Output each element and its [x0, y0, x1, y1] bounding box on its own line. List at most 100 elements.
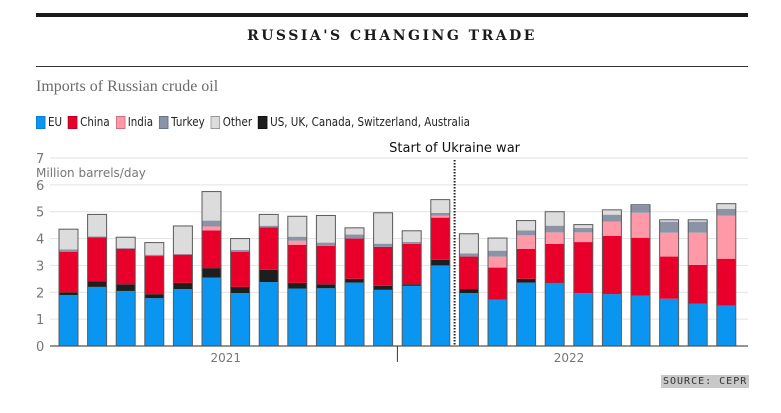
bar-segment-eu: [659, 298, 679, 346]
bar-segment-turkey: [516, 230, 536, 236]
bar-segment-other: [287, 216, 307, 237]
bar-stack: [172, 225, 193, 347]
bar-segment-china: [316, 245, 336, 285]
bar-segment-china: [459, 256, 479, 290]
bar-segment-india: [659, 232, 679, 257]
bar-segment-turkey: [430, 212, 450, 216]
bar-stack: [401, 230, 422, 347]
year-label: 2022: [554, 351, 585, 365]
divider: [36, 66, 748, 67]
bar-segment-china: [116, 248, 136, 285]
bar-segment-china: [402, 243, 422, 285]
bar-segment-turkey: [631, 205, 650, 213]
legend-label-china: China: [80, 115, 110, 129]
bars: [58, 191, 737, 347]
legend-swatch-other: [210, 115, 221, 129]
bar-stack: [601, 209, 622, 347]
bar-segment-turkey: [373, 243, 393, 247]
bar-segment-us-uk-canada-switzerland-australia: [345, 278, 364, 283]
bar-segment-eu: [573, 293, 593, 346]
y-tick-label: 5: [36, 206, 44, 221]
bar-stack: [630, 204, 651, 347]
legend-swatch-india: [115, 115, 126, 129]
bar-segment-turkey: [402, 241, 422, 244]
bar-segment-turkey: [573, 227, 593, 233]
legend-swatch-china: [68, 115, 78, 129]
bar-segment-other: [173, 225, 193, 254]
bar-stack: [287, 215, 308, 347]
bar-segment-other: [459, 233, 479, 254]
legend-label-us-uk: US, UK, Canada, Switzerland, Australia: [270, 115, 470, 129]
bar-segment-china: [688, 264, 708, 304]
legend-label-eu: EU: [48, 115, 63, 129]
bar-segment-us-uk-canada-switzerland-australia: [116, 284, 136, 291]
bar-segment-eu: [116, 290, 136, 346]
page-title: RUSSIA'S CHANGING TRADE: [247, 28, 537, 44]
bar-segment-other: [230, 238, 250, 250]
y-tick-label: 1: [36, 313, 44, 328]
bar-segment-eu: [373, 289, 393, 346]
bar-stack: [87, 213, 108, 347]
legend-swatch-eu: [36, 115, 46, 129]
bar-segment-eu: [631, 295, 650, 346]
legend-label-turkey: Turkey: [171, 115, 205, 129]
bar-segment-other: [516, 220, 536, 231]
bar-segment-other: [87, 214, 107, 237]
bar-segment-turkey: [230, 249, 250, 252]
source-label: SOURCE: CEPR: [661, 375, 750, 388]
bar-segment-other: [202, 191, 221, 221]
bar-stack: [144, 242, 165, 347]
bar-stack: [659, 219, 680, 347]
bar-segment-turkey: [316, 242, 336, 246]
bar-segment-other: [316, 215, 336, 243]
legend-item-eu: EU: [36, 115, 62, 129]
bar-segment-us-uk-canada-switzerland-australia: [545, 282, 565, 284]
legend: EU China India Turkey Other US, UK, Cana…: [36, 115, 476, 129]
bar-segment-eu: [716, 305, 736, 346]
bar-segment-turkey: [59, 249, 78, 252]
bar-stack: [373, 212, 394, 347]
bar-segment-china: [659, 256, 679, 299]
bar-segment-eu: [259, 282, 279, 346]
bar-segment-eu: [316, 288, 336, 346]
bar-segment-turkey: [602, 214, 622, 222]
bar-stack: [687, 219, 708, 347]
bar-segment-other: [545, 211, 565, 226]
bar-stack: [544, 211, 565, 347]
bar-segment-india: [688, 232, 708, 265]
y-axis-label: Million barrels/day: [36, 166, 146, 180]
bar-segment-turkey: [716, 208, 736, 216]
bar-segment-other: [144, 242, 164, 255]
bar-segment-other: [659, 219, 679, 222]
legend-item-turkey: Turkey: [159, 115, 205, 129]
bar-segment-other: [59, 229, 78, 250]
bar-segment-china: [430, 217, 450, 260]
legend-label-india: India: [127, 115, 154, 129]
bar-segment-other: [488, 238, 507, 251]
bar-segment-turkey: [545, 225, 565, 233]
bar-segment-china: [573, 242, 593, 294]
legend-swatch-us-uk: [258, 115, 268, 129]
bar-segment-other: [345, 227, 364, 235]
x-axis: 2021 2022: [50, 345, 748, 365]
bar-segment-turkey: [116, 247, 136, 249]
bar-segment-eu: [87, 286, 107, 346]
legend-item-us-uk-canada-switzerland-australia: US, UK, Canada, Switzerland, Australia: [258, 115, 470, 129]
bar-segment-us-uk-canada-switzerland-australia: [173, 282, 193, 290]
bar-segment-other: [430, 199, 450, 213]
bar-segment-india: [488, 256, 507, 268]
bar-segment-china: [488, 267, 507, 300]
bar-segment-us-uk-canada-switzerland-australia: [602, 293, 622, 295]
bar-segment-india: [573, 232, 593, 243]
bar-segment-us-uk-canada-switzerland-australia: [87, 281, 107, 287]
bar-segment-turkey: [202, 220, 221, 227]
y-tick-label: 3: [36, 259, 44, 274]
legend-label-other: Other: [222, 115, 253, 129]
bar-segment-eu: [602, 294, 622, 346]
y-tick-label: 2: [36, 286, 44, 301]
legend-swatch-turkey: [159, 115, 169, 129]
bar-segment-china: [631, 237, 650, 296]
bar-segment-us-uk-canada-switzerland-australia: [402, 284, 422, 286]
bar-stack: [458, 233, 479, 347]
legend-item-india: India: [115, 115, 154, 129]
